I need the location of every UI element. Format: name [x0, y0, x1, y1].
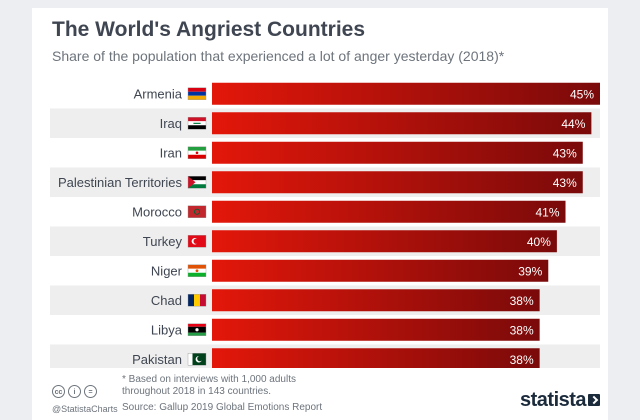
value-label: 43% [553, 146, 577, 160]
flag-armenia-icon [187, 87, 207, 100]
category-label: Niger [151, 263, 183, 278]
license-icons: cc i = [52, 385, 97, 398]
category-label: Iran [160, 145, 182, 160]
no-derivatives-icon: = [84, 385, 97, 398]
statista-logo-icon [588, 394, 600, 406]
bar [212, 348, 540, 368]
creative-commons-icon: cc [52, 385, 65, 398]
bar [212, 259, 549, 282]
chart-card: The World's Angriest Countries Share of … [32, 8, 608, 420]
category-label: Turkey [143, 234, 183, 249]
bar [212, 171, 583, 194]
value-label: 41% [535, 205, 559, 219]
value-label: 45% [570, 87, 594, 101]
bar [212, 200, 566, 223]
bar [212, 318, 540, 341]
flag-libya-icon [187, 323, 207, 336]
source-note: Source: Gallup 2019 Global Emotions Repo… [122, 402, 323, 413]
value-label: 44% [561, 117, 585, 131]
value-label: 38% [510, 353, 534, 367]
bar [212, 141, 583, 164]
bar [212, 112, 592, 135]
category-label: Palestinian Territories [58, 175, 183, 190]
value-label: 43% [553, 176, 577, 190]
value-label: 39% [518, 264, 542, 278]
bar-chart: Armenia 45% Iraq 44% Iran 43% Palestinian Terr… [50, 82, 600, 368]
category-label: Pakistan [132, 352, 182, 367]
flag-morocco-icon [187, 205, 207, 218]
flag-chad-icon [187, 294, 207, 307]
flag-niger-icon [187, 264, 207, 277]
bar [212, 289, 540, 312]
value-label: 38% [510, 294, 534, 308]
statista-logo: statista [520, 389, 587, 411]
attribution-icon: i [68, 385, 81, 398]
flag-palestine-icon [187, 176, 207, 189]
flag-turkey-icon [187, 235, 207, 248]
footnote: * Based on interviews with 1,000 adults … [122, 374, 296, 397]
category-label: Libya [151, 322, 183, 337]
category-label: Armenia [134, 86, 183, 101]
category-label: Chad [151, 293, 182, 308]
chart-subtitle: Share of the population that experienced… [52, 48, 505, 64]
bar [212, 82, 600, 105]
flag-iran-icon [187, 146, 207, 159]
bar [212, 230, 557, 253]
social-handle: @StatistaCharts [52, 404, 118, 414]
category-label: Morocco [132, 204, 182, 219]
flag-pakistan-icon [187, 353, 207, 366]
chart-title: The World's Angriest Countries [52, 18, 366, 41]
value-label: 38% [510, 323, 534, 337]
category-label: Iraq [160, 116, 182, 131]
value-label: 40% [527, 235, 551, 249]
flag-iraq-icon [187, 117, 207, 130]
